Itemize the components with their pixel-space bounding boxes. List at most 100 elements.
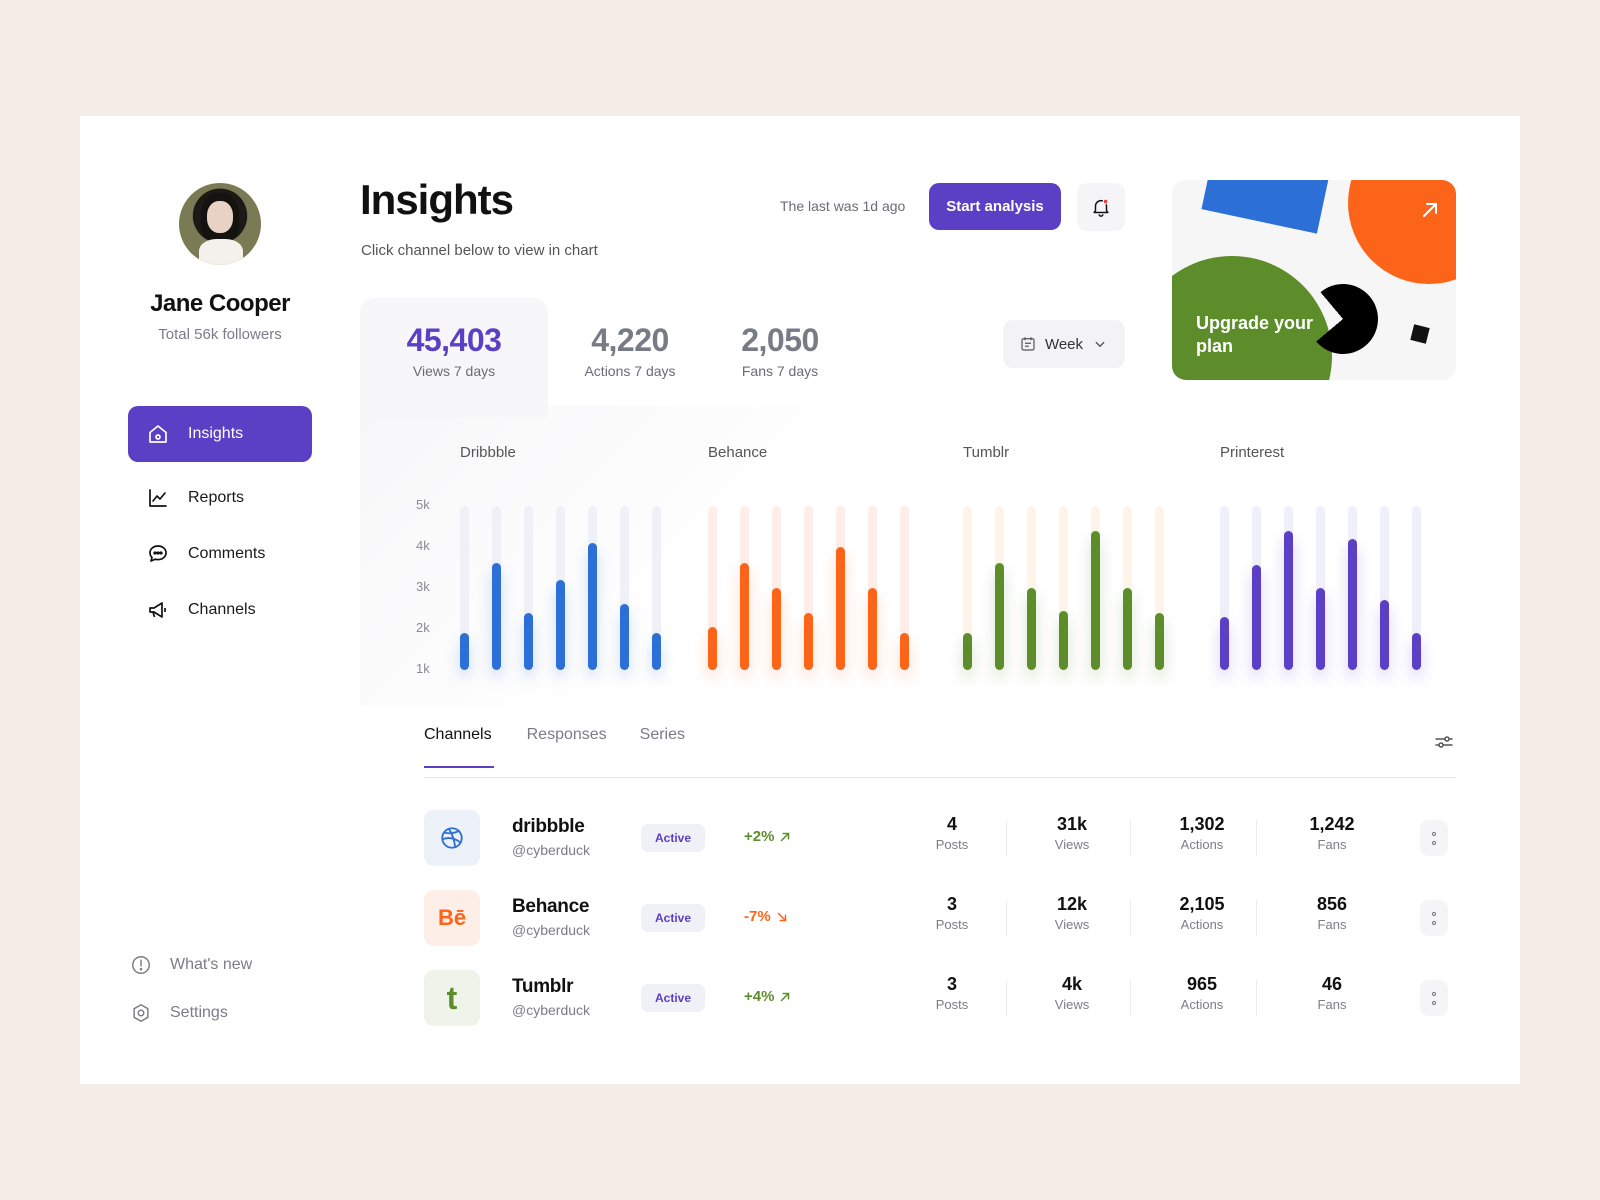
metric-value: 3 [946,974,957,994]
bar[interactable] [1220,616,1229,670]
metric-label: Views [1054,997,1090,1012]
y-tick-label: 4k [416,538,430,553]
metric-value: 1,302 [1179,814,1225,834]
divider [1006,820,1007,856]
sidebar-item-label: Channels [188,601,256,618]
settings-link[interactable]: Settings [128,989,252,1037]
bar[interactable] [708,626,717,670]
tab-series[interactable]: Series [639,726,686,743]
bar[interactable] [868,588,877,670]
sidebar-bottom: What's new Settings [128,941,252,1037]
bar[interactable] [652,633,661,670]
metric-label: Posts [935,997,969,1012]
upgrade-text: Upgrade your plan [1196,313,1314,356]
sidebar-item-reports[interactable]: Reports [128,470,312,526]
status-badge[interactable]: Active [641,984,705,1012]
tab-channels[interactable]: Channels [424,726,494,768]
bar-track [620,506,629,670]
bar[interactable] [1380,600,1389,670]
whats-new-label: What's new [170,956,253,973]
bell-icon [1093,198,1109,217]
bar-track [963,506,972,670]
series-title[interactable]: Tumblr [963,444,1010,461]
more-options-button[interactable] [1420,980,1448,1016]
sidebar-item-insights[interactable]: Insights [128,406,312,462]
channel-name: dribbble [512,816,585,837]
metric-value: 4k [1061,974,1083,994]
bar[interactable] [1155,612,1164,670]
table-row[interactable]: t Tumblr @cyberduck Active +4% 3 Posts 4k Views 9… [424,970,1456,1026]
bar[interactable] [772,588,781,670]
arrow-down-right-icon [777,912,786,921]
y-tick-label: 1k [416,661,430,676]
sidebar-nav: Insights Reports Comments Channels [128,406,312,638]
sidebar-item-channels[interactable]: Channels [128,582,312,638]
bar-track [460,506,469,670]
metric-value: 2,105 [1179,894,1225,914]
bar[interactable] [963,633,972,670]
bar[interactable] [1252,565,1261,670]
bar[interactable] [620,604,629,670]
bar[interactable] [836,547,845,670]
metric-label: Posts [935,837,969,852]
more-options-button[interactable] [1420,900,1448,936]
metric-label: Views [1054,837,1090,852]
status-badge[interactable]: Active [641,824,705,852]
stat-value: 45,403 [406,322,502,358]
metric-label: Actions [1180,837,1224,852]
bar[interactable] [900,633,909,670]
stat-fans[interactable]: 2,050 Fans 7 days [700,322,860,379]
y-tick-label: 3k [416,579,430,594]
bar[interactable] [1059,610,1068,670]
series-title[interactable]: Behance [708,444,768,461]
bar[interactable] [1284,530,1293,670]
status-badge[interactable]: Active [641,904,705,932]
metric-value: 31k [1056,814,1088,834]
bar[interactable] [1091,530,1100,670]
sidebar-item-comments[interactable]: Comments [128,526,312,582]
bar[interactable] [804,612,813,670]
stat-actions[interactable]: 4,220 Actions 7 days [550,322,710,379]
metric-posts: 3 Posts [902,894,1002,932]
tab-responses[interactable]: Responses [526,726,607,743]
arrow-up-right-icon [781,832,790,841]
notifications-button[interactable] [1077,183,1125,231]
more-options-button[interactable] [1420,820,1448,856]
divider [1130,980,1131,1016]
bar[interactable] [1412,633,1421,670]
bar[interactable] [492,563,501,670]
metric-value: 856 [1316,894,1348,914]
period-select[interactable]: Week [1003,320,1125,368]
divider [1130,900,1131,936]
bar[interactable] [1316,588,1325,670]
bar[interactable] [740,563,749,670]
upgrade-plan-card[interactable]: Upgrade your plan [1172,180,1456,380]
bar[interactable] [588,542,597,670]
change-indicator: +4% [744,988,792,1005]
bar[interactable] [995,563,1004,670]
whats-new-link[interactable]: What's new [128,941,252,989]
stat-views[interactable]: 45,403 Views 7 days [374,322,534,379]
metric-value: 1,242 [1309,814,1355,834]
page-title: Insights [360,176,514,223]
channel-name: Behance [512,896,590,917]
dot-icon [1432,831,1436,836]
table-row[interactable]: dribbble @cyberduck Active +2% 4 Posts 31k View… [424,810,1456,866]
filter-sliders-icon[interactable] [1432,730,1456,754]
avatar[interactable] [179,183,261,265]
bar[interactable] [1027,588,1036,670]
bar[interactable] [460,633,469,670]
table-row[interactable]: Bē Behance @cyberduck Active -7% 3 Posts 12k Vie… [424,890,1456,946]
series-title[interactable]: Printerest [1220,444,1285,461]
bar[interactable] [1348,538,1357,670]
stat-value: 2,050 [741,322,819,358]
series-title[interactable]: Dribbble [460,444,516,461]
metric-fans: 46 Fans [1282,974,1382,1012]
bar[interactable] [1123,588,1132,670]
bar[interactable] [524,612,533,670]
metric-label: Fans [1317,917,1347,932]
bar[interactable] [556,579,565,670]
start-analysis-button[interactable]: Start analysis [929,183,1061,230]
change-value: +4% [744,988,775,1005]
arrow-up-right-icon [781,992,790,1001]
